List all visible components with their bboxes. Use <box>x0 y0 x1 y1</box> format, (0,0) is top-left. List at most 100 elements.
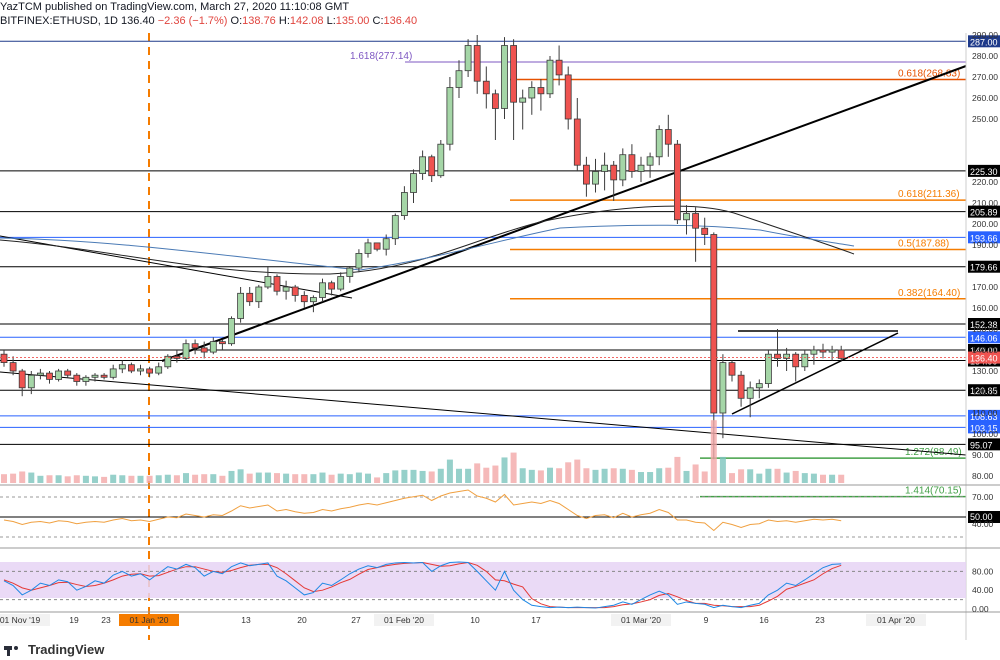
price-change: −2.36 (−1.7%) <box>157 15 228 27</box>
volume-bar <box>292 474 299 483</box>
x-tick-label: 20 <box>297 615 307 625</box>
candle-down <box>710 234 718 414</box>
level-tag-label: 179.66 <box>970 263 998 273</box>
x-tick-label: 01 Nov '19 <box>0 615 40 625</box>
candle-up <box>237 292 245 319</box>
volume-bar <box>146 475 153 483</box>
candle-up <box>619 154 627 181</box>
candle-down <box>46 372 53 380</box>
level-tag: 120.85 <box>968 384 1000 397</box>
last-price-tag-bg <box>968 351 1000 364</box>
candle-up <box>91 374 99 378</box>
level-tag: 146.06 <box>968 331 1000 344</box>
volume-bar <box>801 473 808 483</box>
level-tag-bg <box>968 438 1000 451</box>
volume-bar <box>73 475 80 483</box>
candle-up <box>528 87 536 99</box>
level-tag: 103.15 <box>968 421 1000 434</box>
x-tick-highlight <box>119 614 179 626</box>
candle-down <box>819 349 827 353</box>
candle-down <box>664 129 672 145</box>
volume-bar <box>829 474 836 483</box>
volume-bar <box>301 474 308 483</box>
volume-bar <box>64 476 71 483</box>
level-tag: 287.00 <box>968 35 1000 48</box>
candle-up <box>82 376 90 382</box>
candle-up <box>155 366 163 374</box>
brand-label: TradingView <box>28 642 105 657</box>
volume-bar <box>474 463 481 483</box>
level-tag-label: 103.15 <box>970 423 998 433</box>
volume-bar <box>310 474 317 483</box>
level-tag-label: 205.89 <box>970 208 998 218</box>
volume-bar <box>501 457 508 483</box>
volume-bar <box>729 473 735 483</box>
candle-down <box>127 364 135 372</box>
candle-up <box>755 383 763 389</box>
volume-bar <box>137 475 144 483</box>
candle-up <box>592 171 599 185</box>
last-price: 136.40 <box>121 15 155 27</box>
tradingview-logo-icon <box>4 644 24 656</box>
volume-bar <box>492 465 499 483</box>
last-price-tag-label: 136.40 <box>970 354 998 364</box>
x-tick-label: 01 Apr '20 <box>877 615 915 625</box>
symbol-info: BITFINEX:ETHUSD, 1D 136.40 −2.36 (−1.7%)… <box>0 15 417 28</box>
volume-bar <box>337 473 344 483</box>
stoch-tick-label: 40.00 <box>972 585 994 595</box>
x-tick-label: 01 Mar '20 <box>621 615 661 625</box>
price-tick-label: 170.00 <box>972 282 998 292</box>
candle-up <box>719 362 727 414</box>
volume-bar <box>346 474 353 483</box>
rsi-tag-label: 50.00 <box>970 512 993 522</box>
volume-bar <box>446 459 453 483</box>
candle-up <box>228 318 235 345</box>
volume-bar <box>55 475 62 483</box>
volume-bar <box>210 474 217 483</box>
price-tick-label: 210.00 <box>972 198 998 208</box>
x-tick-label: 23 <box>815 615 825 625</box>
level-tag-bg <box>968 164 1000 177</box>
candle-down <box>73 374 81 382</box>
price-tick-label: 120.00 <box>972 387 998 397</box>
volume-bar <box>838 474 845 483</box>
level-tag-bg <box>968 409 1000 422</box>
price-tick-label: 110.00 <box>972 408 998 418</box>
volume-bar <box>610 468 617 483</box>
volume-bar <box>1 474 7 483</box>
fib-label: 0.618(268.83) <box>898 68 960 79</box>
volume-bar <box>201 474 208 483</box>
volume-bar <box>647 472 654 483</box>
candle-up <box>419 156 427 175</box>
fib-label: 0.382(164.40) <box>898 288 960 299</box>
rsi-tick-label: 40.00 <box>972 519 994 529</box>
volume-bar <box>628 469 635 483</box>
candle-up <box>464 45 472 72</box>
price-tick-label: 140.00 <box>972 345 998 355</box>
candle-up <box>765 353 772 385</box>
candle-up <box>637 164 645 172</box>
candle-up <box>164 355 172 368</box>
candle-down <box>737 374 745 399</box>
tradingview-brand: TradingView <box>4 642 104 657</box>
volume-bar <box>519 468 526 483</box>
volume-bar <box>355 472 362 483</box>
x-tick-box <box>611 614 671 626</box>
candle-down <box>701 227 709 235</box>
candle-down <box>610 164 618 181</box>
x-tick-box <box>866 614 926 626</box>
level-tag: 108.63 <box>968 409 1000 422</box>
candle-up <box>109 368 117 378</box>
level-tag-label: 95.07 <box>970 440 993 450</box>
candle-up <box>410 173 417 193</box>
volume-bar <box>738 469 745 483</box>
level-tag-label: 108.63 <box>970 412 998 422</box>
price-tick-label: 190.00 <box>972 240 998 250</box>
volume-bar <box>810 473 817 483</box>
moving-average-black <box>0 205 855 275</box>
stoch-tick-label: 0.00 <box>972 604 989 614</box>
price-tick-label: 280.00 <box>972 51 998 61</box>
low-value: 135.00 <box>335 15 370 27</box>
candle-up <box>37 372 44 376</box>
